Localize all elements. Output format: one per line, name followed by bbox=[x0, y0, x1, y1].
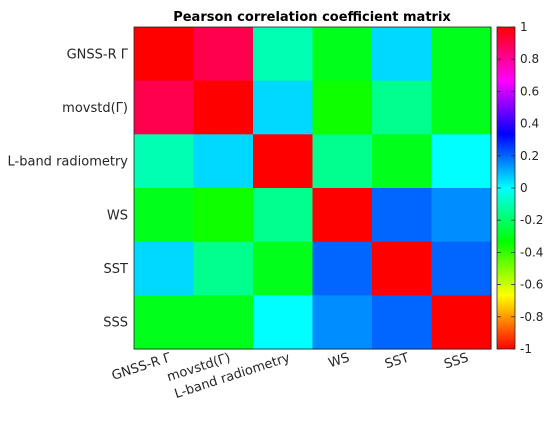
colorbar-tick-label: -1 bbox=[520, 342, 532, 356]
y-tick-label: movstd(Γ) bbox=[62, 101, 128, 116]
y-tick-label: GNSS-R Γ bbox=[67, 47, 129, 62]
heatmap-cell bbox=[312, 134, 373, 189]
heatmap-cell bbox=[372, 27, 433, 82]
heatmap-cell bbox=[134, 188, 195, 243]
heatmap-cell bbox=[372, 134, 433, 189]
colorbar-tick-label: -0.6 bbox=[520, 278, 543, 292]
heatmap-cell bbox=[253, 188, 314, 243]
heatmap-cell bbox=[372, 80, 433, 135]
colorbar-tick-label: 1 bbox=[520, 20, 528, 34]
y-tick-label: L-band radiometry bbox=[8, 155, 129, 170]
colorbar-tick-label: 0.8 bbox=[520, 52, 539, 66]
heatmap-cell bbox=[253, 27, 314, 82]
heatmap-cell bbox=[431, 241, 492, 296]
y-tick-label: SST bbox=[104, 262, 129, 277]
heatmap-cell bbox=[193, 295, 254, 350]
heatmap-cell bbox=[372, 295, 433, 350]
heatmap-cell bbox=[431, 27, 492, 82]
heatmap-cell bbox=[134, 27, 195, 82]
heatmap-cell bbox=[431, 295, 492, 350]
heatmap-cell bbox=[253, 80, 314, 135]
heatmap-cell bbox=[134, 295, 195, 350]
colorbar-tick-label: 0 bbox=[520, 181, 528, 195]
heatmap-cell bbox=[372, 188, 433, 243]
heatmap-cell bbox=[193, 188, 254, 243]
y-axis-labels: GNSS-R Γ movstd(Γ) L-band radiometry WS SST S… bbox=[8, 47, 129, 330]
y-tick-label: WS bbox=[107, 208, 128, 223]
heatmap-cell bbox=[253, 241, 314, 296]
x-tick-label: GNSS-R Γ bbox=[110, 350, 174, 383]
x-tick-label: SSS bbox=[442, 351, 470, 373]
heatmap-cell bbox=[312, 188, 373, 243]
heatmap-cells bbox=[134, 27, 492, 350]
heatmap-cell bbox=[253, 134, 314, 189]
heatmap-cell bbox=[193, 241, 254, 296]
colorbar-tick-label: 0.6 bbox=[520, 84, 539, 98]
y-tick-label: SSS bbox=[103, 316, 128, 331]
heatmap-cell bbox=[431, 134, 492, 189]
heatmap-cell bbox=[312, 27, 373, 82]
heatmap-cell bbox=[134, 80, 195, 135]
colorbar-tick-label: -0.2 bbox=[520, 213, 543, 227]
chart-title: Pearson correlation coefficient matrix bbox=[173, 10, 451, 25]
x-tick-label: SST bbox=[383, 351, 411, 373]
heatmap-cell bbox=[193, 27, 254, 82]
colorbar-tick-label: 0.2 bbox=[520, 149, 539, 163]
heatmap-cell bbox=[312, 241, 373, 296]
heatmap-cell bbox=[134, 241, 195, 296]
colorbar-tick-label: -0.8 bbox=[520, 310, 543, 324]
heatmap-cell bbox=[253, 295, 314, 350]
colorbar-tick-label: -0.4 bbox=[520, 245, 543, 259]
x-tick-label: WS bbox=[327, 351, 352, 372]
heatmap-cell bbox=[134, 134, 195, 189]
colorbar: 1 0.8 0.6 0.4 0.2 0 -0.2 -0.4 -0.6 -0.8 -1 bbox=[496, 20, 543, 356]
heatmap-cell bbox=[193, 80, 254, 135]
colorbar-tick-label: 0.4 bbox=[520, 117, 539, 131]
heatmap-cell bbox=[312, 80, 373, 135]
colorbar-gradient bbox=[497, 27, 515, 349]
plot-frame bbox=[133, 26, 492, 350]
heatmap-cell bbox=[431, 80, 492, 135]
heatmap-cell bbox=[431, 188, 492, 243]
heatmap-cell bbox=[193, 134, 254, 189]
heatmap-cell bbox=[372, 241, 433, 296]
heatmap-cell bbox=[312, 295, 373, 350]
